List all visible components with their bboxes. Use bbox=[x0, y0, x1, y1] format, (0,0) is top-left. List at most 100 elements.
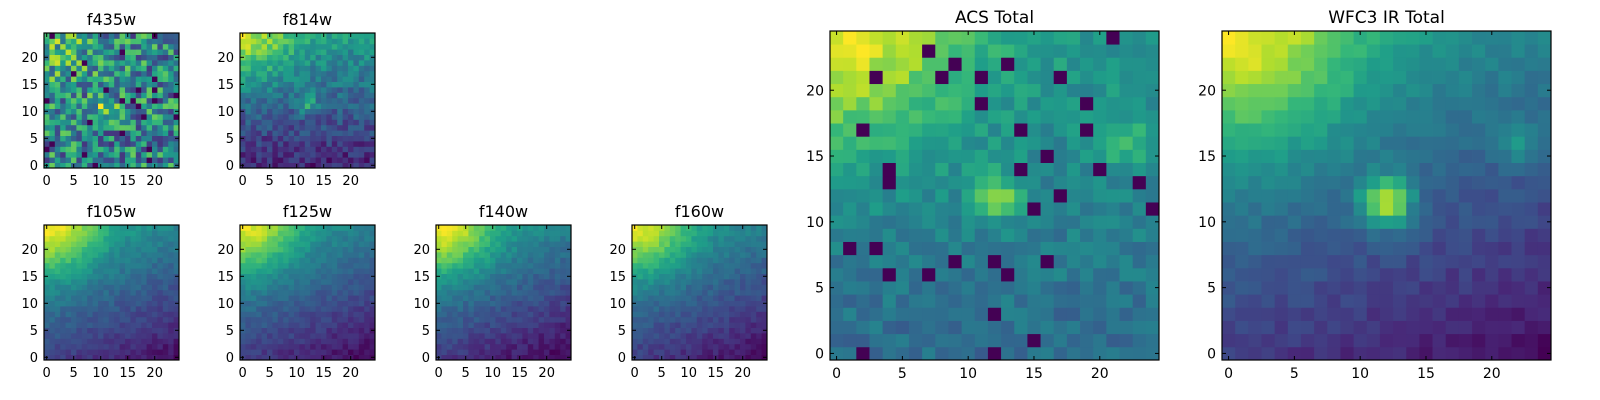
heatmap-cell bbox=[173, 262, 180, 269]
heatmap-cell bbox=[71, 38, 77, 45]
heatmap-cell bbox=[65, 241, 72, 247]
heatmap-cell bbox=[680, 306, 687, 312]
heatmap-cell bbox=[250, 130, 257, 136]
heatmap-cell bbox=[856, 294, 870, 308]
heatmap-cell bbox=[1027, 70, 1041, 85]
heatmap-cell bbox=[1327, 149, 1341, 163]
heatmap-cell bbox=[554, 322, 561, 328]
heatmap-cell bbox=[87, 81, 93, 88]
heatmap-cell bbox=[1340, 175, 1354, 190]
heatmap-cell bbox=[484, 252, 491, 258]
heatmap-cell bbox=[560, 273, 566, 280]
heatmap-cell bbox=[157, 119, 164, 126]
heatmap-cell bbox=[60, 97, 66, 104]
heatmap-cell bbox=[358, 268, 365, 274]
heatmap-cell bbox=[272, 338, 279, 345]
heatmap-cell bbox=[1274, 162, 1289, 177]
heatmap-cell bbox=[895, 136, 910, 150]
heatmap-cell bbox=[76, 343, 83, 350]
heatmap-cell bbox=[337, 322, 343, 328]
heatmap-cell bbox=[1314, 188, 1328, 203]
heatmap-cell bbox=[1080, 162, 1094, 177]
x-tick-label: 10 bbox=[484, 366, 501, 381]
heatmap-cell bbox=[707, 295, 714, 301]
heatmap-cell bbox=[1106, 188, 1120, 203]
heatmap-cell bbox=[71, 92, 77, 99]
heatmap-cell bbox=[479, 257, 485, 264]
heatmap-cell bbox=[277, 235, 284, 242]
heatmap-cell bbox=[511, 268, 518, 274]
heatmap-cell bbox=[707, 279, 714, 285]
heatmap-cell bbox=[1053, 70, 1068, 85]
heatmap-cell bbox=[490, 349, 496, 355]
heatmap-cell bbox=[948, 57, 962, 71]
heatmap-cell bbox=[718, 354, 725, 361]
heatmap-cell bbox=[648, 322, 654, 328]
heatmap-cell bbox=[642, 246, 649, 253]
heatmap-cell bbox=[882, 109, 897, 124]
heatmap-cell bbox=[283, 273, 289, 280]
heatmap-cell bbox=[1485, 307, 1499, 321]
heatmap-cell bbox=[856, 149, 870, 163]
heatmap-cell bbox=[277, 38, 284, 45]
heatmap-cell bbox=[240, 311, 246, 318]
heatmap-cell bbox=[856, 202, 870, 216]
heatmap-cell bbox=[895, 294, 910, 308]
heatmap-cell bbox=[675, 252, 681, 258]
heatmap-cell bbox=[473, 333, 480, 339]
heatmap-cell bbox=[702, 225, 708, 231]
heatmap-cell bbox=[272, 349, 279, 355]
heatmap-cell bbox=[321, 252, 327, 258]
heatmap-cell bbox=[103, 279, 110, 285]
heatmap-cell bbox=[680, 246, 687, 253]
heatmap-cell bbox=[869, 175, 884, 190]
heatmap-cell bbox=[358, 284, 365, 291]
heatmap-cell bbox=[1222, 254, 1236, 269]
heatmap-cell bbox=[1261, 346, 1276, 361]
heatmap-cell bbox=[364, 65, 370, 72]
heatmap-cell bbox=[756, 306, 762, 312]
heatmap-cell bbox=[1458, 281, 1473, 295]
heatmap-cell bbox=[337, 306, 343, 312]
heatmap-cell bbox=[565, 333, 572, 339]
heatmap-cell bbox=[245, 76, 252, 82]
heatmap-cell bbox=[702, 311, 708, 318]
heatmap-cell bbox=[146, 225, 153, 231]
heatmap-cell bbox=[1001, 241, 1015, 256]
heatmap-cell bbox=[60, 295, 66, 301]
heatmap-cell bbox=[250, 162, 257, 169]
heatmap-cell bbox=[103, 43, 110, 50]
heatmap-cell bbox=[245, 162, 252, 169]
heatmap-cell bbox=[452, 349, 458, 355]
heatmap-cell bbox=[1001, 109, 1015, 124]
heatmap-cell bbox=[490, 338, 496, 345]
heatmap-cell bbox=[54, 54, 61, 61]
heatmap-cell bbox=[1132, 162, 1147, 177]
heatmap-cell bbox=[283, 119, 289, 126]
heatmap-cell bbox=[44, 230, 50, 237]
heatmap-cell bbox=[299, 289, 306, 296]
heatmap-cell bbox=[869, 83, 884, 98]
heatmap-cell bbox=[1014, 149, 1028, 163]
heatmap-cell bbox=[81, 108, 88, 115]
heatmap-cell bbox=[108, 343, 115, 350]
heatmap-cell bbox=[1106, 83, 1120, 98]
heatmap-cell bbox=[463, 235, 469, 242]
heatmap-cell bbox=[1106, 346, 1120, 361]
heatmap-cell bbox=[457, 262, 464, 269]
heatmap-cell bbox=[92, 81, 99, 88]
heatmap-cell bbox=[304, 230, 311, 237]
heatmap-cell bbox=[337, 235, 343, 242]
heatmap-cell bbox=[294, 343, 300, 350]
heatmap-cell bbox=[277, 60, 284, 66]
heatmap-cell bbox=[1014, 254, 1028, 269]
heatmap-cell bbox=[49, 235, 56, 242]
heatmap-cell bbox=[549, 246, 556, 253]
heatmap-cell bbox=[511, 273, 518, 280]
heatmap-cell bbox=[321, 119, 327, 126]
heatmap-cell bbox=[168, 289, 174, 296]
heatmap-cell bbox=[261, 124, 268, 131]
heatmap-cell bbox=[44, 76, 50, 82]
heatmap-cell bbox=[342, 322, 349, 328]
heatmap-cell bbox=[1080, 44, 1094, 58]
